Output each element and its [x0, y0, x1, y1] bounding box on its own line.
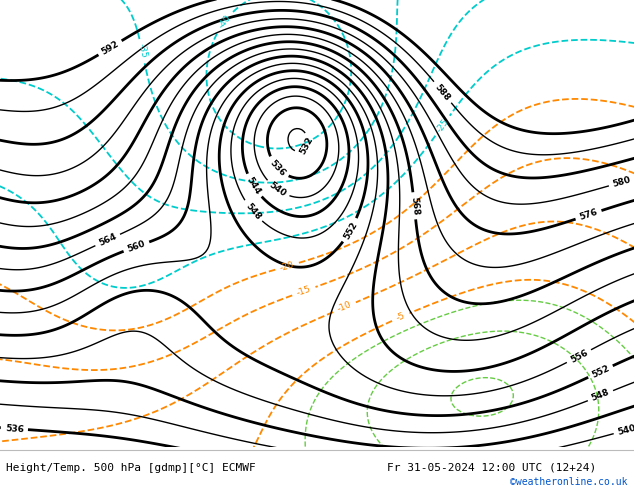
Text: 532: 532: [191, 466, 211, 478]
Text: 560: 560: [126, 239, 146, 254]
Text: -20: -20: [279, 260, 295, 272]
Text: 568: 568: [409, 196, 420, 216]
Text: -15: -15: [295, 285, 313, 298]
Text: 544: 544: [245, 175, 262, 196]
Text: 588: 588: [433, 82, 452, 102]
Text: 552: 552: [590, 364, 611, 380]
Text: 556: 556: [569, 348, 590, 365]
Text: Height/Temp. 500 hPa [gdmp][°C] ECMWF: Height/Temp. 500 hPa [gdmp][°C] ECMWF: [6, 463, 256, 472]
Text: -25: -25: [435, 117, 451, 134]
Text: 536: 536: [4, 423, 24, 434]
Text: 576: 576: [578, 208, 599, 222]
Text: -35: -35: [136, 43, 148, 59]
Text: ©weatheronline.co.uk: ©weatheronline.co.uk: [510, 477, 628, 487]
Text: 540: 540: [617, 423, 634, 437]
Text: 592: 592: [100, 39, 120, 57]
Text: 580: 580: [612, 175, 632, 189]
Text: 564: 564: [97, 232, 118, 248]
Text: Fr 31-05-2024 12:00 UTC (12+24): Fr 31-05-2024 12:00 UTC (12+24): [387, 463, 596, 472]
Text: -5: -5: [395, 311, 406, 323]
Text: -40: -40: [217, 13, 233, 30]
Text: 548: 548: [590, 388, 611, 403]
Text: 528: 528: [160, 482, 179, 490]
Text: 548: 548: [243, 201, 262, 221]
Text: 532: 532: [298, 136, 314, 156]
Text: -10: -10: [336, 300, 353, 314]
Text: 552: 552: [342, 220, 359, 241]
Text: 536: 536: [268, 158, 287, 178]
Text: 528: 528: [602, 486, 623, 490]
Text: 540: 540: [267, 180, 288, 198]
